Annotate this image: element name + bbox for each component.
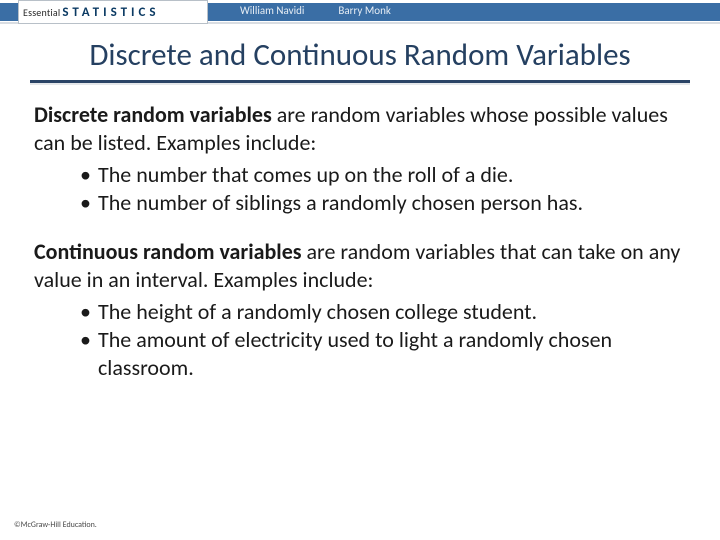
title-wrap: Discrete and Continuous Random Variables	[30, 36, 690, 85]
bullet-icon: •	[80, 326, 98, 354]
title-underline-shadow	[30, 83, 690, 85]
list-item: • The number that comes up on the roll o…	[80, 161, 686, 189]
authors: William Navidi Barry Monk	[240, 4, 391, 17]
bullet-icon: •	[80, 189, 98, 217]
copyright: ©McGraw-Hill Education.	[14, 520, 97, 530]
author-2: Barry Monk	[338, 4, 390, 17]
bullet-text: The amount of electricity used to light …	[98, 326, 686, 382]
section-2-term: Continuous random variables	[34, 238, 302, 265]
book-stats: STATISTICS	[62, 5, 159, 20]
bullet-text: The height of a randomly chosen college …	[98, 298, 686, 326]
book-title-box: Essential STATISTICS	[18, 0, 208, 24]
book-essential: Essential	[23, 6, 60, 19]
section-2-lead: Continuous random variables are random v…	[34, 238, 686, 294]
top-banner: Essential STATISTICS William Navidi Barr…	[0, 0, 720, 28]
bullet-icon: •	[80, 298, 98, 326]
author-1: William Navidi	[240, 4, 304, 17]
section-1-term: Discrete random variables	[34, 101, 272, 128]
bullet-text: The number of siblings a randomly chosen…	[98, 189, 686, 217]
section-1-lead: Discrete random variables are random var…	[34, 101, 686, 157]
bullet-icon: •	[80, 161, 98, 189]
section-1-bullets: • The number that comes up on the roll o…	[80, 161, 686, 217]
section-2-bullets: • The height of a randomly chosen colleg…	[80, 298, 686, 382]
list-item: • The height of a randomly chosen colleg…	[80, 298, 686, 326]
body-content: Discrete random variables are random var…	[34, 101, 686, 382]
slide: Essential STATISTICS William Navidi Barr…	[0, 0, 720, 540]
list-item: • The number of siblings a randomly chos…	[80, 189, 686, 217]
slide-title: Discrete and Continuous Random Variables	[30, 36, 690, 80]
list-item: • The amount of electricity used to ligh…	[80, 326, 686, 382]
bullet-text: The number that comes up on the roll of …	[98, 161, 686, 189]
